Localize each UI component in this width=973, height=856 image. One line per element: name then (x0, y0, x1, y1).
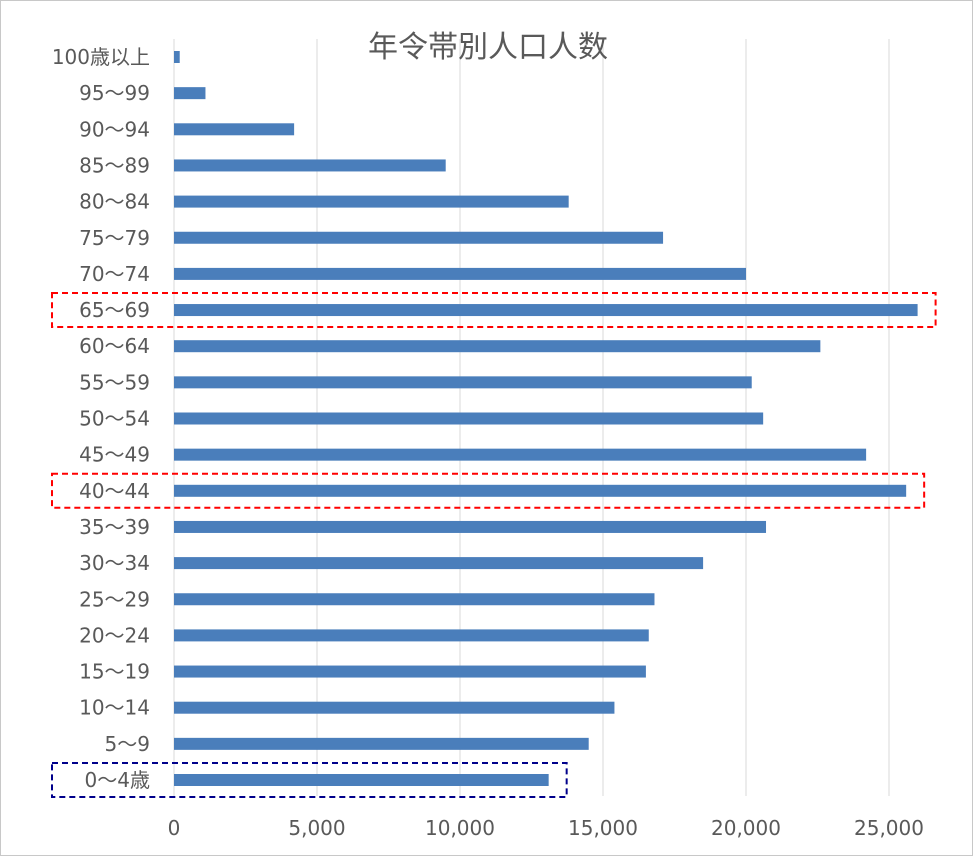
category-label: 40～44 (79, 479, 150, 503)
highlight-box (51, 472, 926, 509)
category-label: 85～89 (79, 153, 150, 177)
category-label: 70～74 (79, 262, 150, 286)
category-label: 25～29 (79, 587, 150, 611)
category-label: 35～39 (79, 515, 150, 539)
category-label: 90～94 (79, 117, 150, 141)
bar (174, 484, 907, 497)
highlight-box (51, 762, 568, 798)
bar (174, 774, 549, 786)
x-tick-labels: 0 5,000 10,000 15,000 20,000 25,000 (168, 816, 924, 840)
x-tick-label: 15,000 (568, 816, 638, 840)
bar (174, 376, 752, 389)
bar (174, 520, 767, 533)
category-label: 65～69 (79, 298, 150, 322)
highlight-box (51, 292, 937, 329)
x-tick-label: 20,000 (711, 816, 781, 840)
category-label: 15～19 (79, 660, 150, 684)
bar (174, 51, 180, 63)
category-label: 20～24 (79, 623, 150, 647)
category-label: 95～99 (79, 81, 150, 105)
x-tick-label: 5,000 (288, 816, 345, 840)
bar (174, 87, 206, 100)
bar (174, 737, 589, 750)
category-label: 30～34 (79, 551, 150, 575)
category-label: 0～4歳 (85, 768, 150, 792)
category-label: 80～84 (79, 190, 150, 214)
bar (174, 304, 918, 317)
bars (174, 51, 918, 786)
category-label: 55～59 (79, 370, 150, 394)
category-label: 100歳以上 (52, 45, 150, 69)
bar (174, 123, 295, 136)
category-label: 50～54 (79, 407, 150, 431)
x-tick-label: 0 (168, 816, 181, 840)
bar (174, 412, 764, 425)
bar (174, 448, 867, 461)
bar (174, 195, 569, 208)
bar (174, 231, 664, 244)
bar (174, 665, 646, 678)
category-label: 75～79 (79, 226, 150, 250)
bar (174, 340, 821, 353)
x-tick-label: 10,000 (425, 816, 495, 840)
bar (174, 701, 615, 714)
x-tick-label: 25,000 (854, 816, 924, 840)
bar (174, 159, 446, 172)
bar (174, 629, 649, 642)
category-label: 5～9 (105, 732, 150, 756)
bar (174, 593, 655, 606)
bar (174, 267, 746, 280)
category-label: 60～64 (79, 334, 150, 358)
bar (174, 557, 704, 570)
category-label: 10～14 (79, 696, 150, 720)
category-label: 45～49 (79, 443, 150, 467)
category-labels: 100歳以上 95～99 90～94 85～89 80～84 75～79 70～74 65～6… (52, 45, 150, 792)
chart-title: 年令帯別人口人数 (368, 30, 608, 65)
highlight-boxes (51, 292, 937, 798)
